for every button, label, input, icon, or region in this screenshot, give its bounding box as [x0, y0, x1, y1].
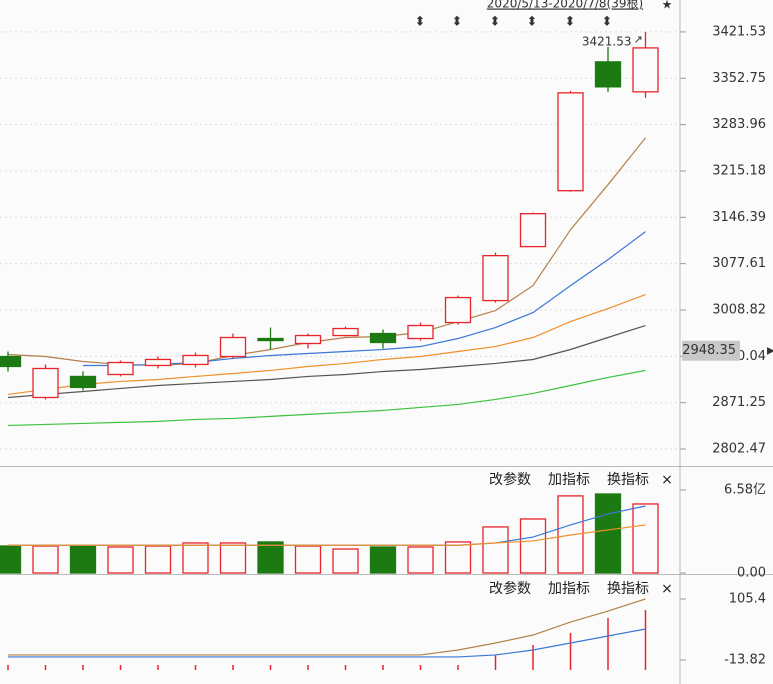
- volume-bar: [519, 518, 547, 574]
- panel-button[interactable]: 加指标: [548, 472, 590, 488]
- volume-bar: [444, 541, 472, 574]
- candle-body: [407, 324, 434, 340]
- high-label: 3421.53: [582, 34, 632, 48]
- candle-body: [107, 361, 134, 376]
- candle-body: [519, 213, 547, 248]
- candle-body: [294, 334, 322, 345]
- indicator-line: [8, 628, 646, 658]
- volume-bar: [407, 546, 434, 574]
- indicator-line: [8, 524, 646, 546]
- indicator-line: [7, 369, 646, 427]
- volume-bar: [294, 545, 322, 574]
- arrow-icon: ⬍: [490, 15, 501, 30]
- y-tick-label: 2802.47: [712, 442, 766, 457]
- y-tick-label: 3008.82: [712, 303, 766, 318]
- arrow-icon: ⬍: [602, 15, 613, 30]
- y-tick-label: -13.82: [724, 652, 766, 667]
- volume-bar: [369, 546, 397, 574]
- candle-body: [594, 61, 622, 88]
- candle-body: [0, 355, 22, 368]
- candle-body: [182, 354, 209, 366]
- candle-body: [444, 296, 472, 324]
- volume-bar: [69, 545, 97, 574]
- candle-body: [632, 47, 659, 93]
- volume-bar: [32, 545, 59, 574]
- indicator-line: [8, 598, 646, 656]
- y-tick-label: 3352.75: [712, 71, 766, 86]
- high-arrow: ↗: [634, 33, 643, 46]
- panel-button[interactable]: 换指标: [607, 471, 649, 488]
- candle-body: [144, 358, 172, 367]
- indicator-line: [83, 231, 646, 367]
- y-tick-label: 3421.53: [712, 24, 766, 39]
- y-tick-label: 3146.39: [712, 210, 766, 225]
- arrow-icon: ⬍: [565, 15, 576, 30]
- y-tick-label: 3077.61: [712, 256, 766, 271]
- candle-body: [332, 327, 359, 337]
- candle-body: [257, 337, 284, 342]
- candle-body: [219, 336, 247, 358]
- panel-button[interactable]: 加指标: [548, 581, 590, 597]
- y-tick-label: 3283.96: [712, 117, 766, 132]
- candle-body: [32, 367, 59, 399]
- volume-bar: [594, 493, 622, 574]
- y-tick-label: 3215.18: [712, 163, 766, 178]
- panel-button[interactable]: 改参数: [489, 471, 531, 488]
- last-price-tag: [682, 340, 740, 361]
- arrow-icon: ⬍: [415, 15, 426, 30]
- candle-body: [369, 332, 397, 344]
- indicator-line: [7, 324, 646, 399]
- candle-body: [69, 375, 97, 389]
- volume-bar: [107, 546, 134, 574]
- volume-bar: [332, 548, 359, 574]
- volume-bar: [632, 503, 659, 574]
- panel-button[interactable]: 换指标: [607, 580, 649, 597]
- candle-body: [482, 254, 509, 302]
- y-tick-label: 0.00: [737, 566, 766, 581]
- volume-bar: [182, 542, 209, 574]
- y-tick-label: 2871.25: [712, 395, 766, 410]
- panel-button[interactable]: 改参数: [489, 580, 531, 597]
- y-tick-label: 105.4: [729, 591, 766, 606]
- indicator-line: [7, 294, 646, 396]
- volume-bar: [0, 545, 22, 574]
- y-tick-label: 6.58亿: [724, 482, 766, 497]
- last-price-label: 2948.35: [682, 343, 736, 358]
- volume-bar: [482, 526, 509, 574]
- volume-bar: [144, 545, 172, 574]
- panel-button[interactable]: ×: [661, 472, 673, 488]
- pin-icon[interactable]: ★: [662, 0, 673, 12]
- candle-body: [557, 92, 584, 192]
- last-price-pointer: ▶: [767, 346, 773, 357]
- range-label: 2020/5/13-2020/7/8(39根): [487, 0, 643, 11]
- volume-bar: [257, 541, 284, 574]
- panel-button[interactable]: ×: [661, 581, 673, 597]
- arrow-icon: ⬍: [452, 15, 463, 30]
- arrow-icon: ⬍: [527, 15, 538, 30]
- marker-arrows: ⬍ ⬍ ⬍ ⬍ ⬍ ⬍: [415, 15, 613, 30]
- volume-bar: [219, 542, 247, 574]
